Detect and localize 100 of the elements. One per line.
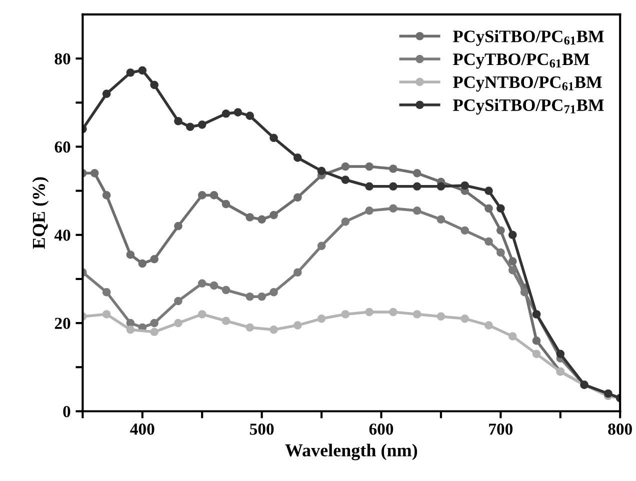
point — [138, 259, 147, 268]
point — [150, 328, 159, 336]
point — [508, 332, 517, 340]
point — [496, 204, 505, 213]
y-tick-label: 20 — [54, 318, 70, 330]
point — [412, 310, 422, 318]
point — [436, 312, 446, 321]
point — [532, 350, 541, 358]
point — [210, 191, 218, 200]
point — [412, 182, 422, 191]
point — [138, 66, 147, 75]
point — [412, 168, 422, 178]
point — [365, 206, 374, 215]
point — [270, 288, 278, 296]
x-tick-label: 600 — [369, 424, 394, 435]
point — [365, 182, 374, 191]
point — [293, 154, 302, 162]
point — [174, 318, 182, 328]
point — [258, 292, 266, 301]
point — [520, 288, 529, 296]
point — [222, 316, 230, 326]
point — [508, 230, 517, 240]
x-tick-label: 700 — [489, 424, 513, 435]
point — [496, 248, 505, 257]
point — [126, 318, 135, 328]
point — [389, 308, 398, 316]
y-axis-title: EQE (%) — [32, 177, 49, 249]
point — [341, 162, 350, 171]
point — [90, 168, 99, 178]
legend-label: PCySiTBO/PC$_{71}$BM — [453, 98, 604, 115]
y-tick-label: 0 — [63, 406, 70, 418]
point — [341, 310, 350, 318]
point — [317, 314, 326, 323]
point — [126, 68, 135, 77]
point — [270, 134, 278, 142]
point — [341, 217, 350, 226]
point — [436, 182, 446, 191]
point — [198, 120, 206, 129]
point — [174, 222, 182, 230]
point — [293, 321, 302, 330]
point — [174, 116, 182, 126]
y-tick-label: 60 — [54, 141, 70, 153]
point — [365, 162, 374, 171]
point — [246, 292, 254, 301]
point — [484, 237, 493, 246]
legend-label: PCySiTBO/PC$_{61}$BM — [453, 30, 604, 46]
point — [484, 204, 493, 213]
point — [126, 250, 135, 259]
point — [102, 191, 111, 200]
point — [102, 310, 111, 318]
point — [317, 166, 326, 176]
point — [246, 323, 254, 332]
point — [389, 164, 398, 173]
point — [460, 181, 470, 190]
point — [198, 310, 206, 318]
point — [186, 122, 194, 132]
point — [508, 257, 517, 266]
point — [270, 326, 278, 334]
legend-label: PCyNTBO/PC$_{61}$BM — [453, 76, 602, 92]
point — [126, 326, 135, 334]
point — [365, 308, 374, 316]
y-tick-label: 40 — [54, 230, 70, 241]
point — [293, 268, 302, 277]
point — [484, 186, 493, 195]
point — [222, 200, 230, 208]
y-tick-label: 80 — [54, 53, 70, 64]
point — [258, 215, 266, 224]
point — [496, 226, 505, 235]
x-tick-label: 800 — [608, 424, 632, 435]
point — [222, 286, 230, 294]
x-axis-title: Wavelength (nm) — [285, 444, 418, 460]
x-tick-label: 400 — [130, 424, 154, 435]
point — [460, 314, 470, 323]
point — [293, 193, 302, 202]
point — [556, 350, 565, 358]
point — [389, 204, 398, 213]
point — [412, 206, 422, 215]
point — [270, 210, 278, 220]
point — [102, 288, 111, 296]
point — [198, 191, 206, 200]
point — [389, 182, 398, 191]
point — [508, 266, 517, 274]
point — [150, 80, 159, 90]
point — [210, 281, 218, 290]
x-tick-label: 500 — [250, 424, 274, 435]
point — [150, 318, 159, 328]
point — [246, 213, 254, 222]
point — [234, 108, 242, 116]
point — [222, 109, 230, 118]
legend-label: PCyTBO/PC$_{61}$BM — [453, 53, 590, 69]
point — [150, 254, 159, 264]
point — [102, 90, 111, 98]
point — [317, 242, 326, 250]
point — [436, 215, 446, 224]
point — [198, 279, 206, 288]
point — [174, 296, 182, 306]
point — [246, 112, 254, 120]
point — [460, 226, 470, 235]
point — [532, 336, 541, 345]
point — [341, 176, 350, 184]
